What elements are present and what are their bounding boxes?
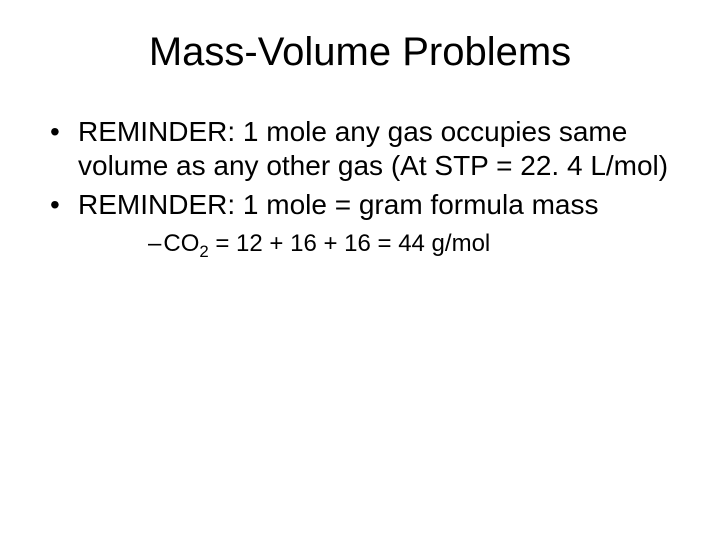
- dash-icon: –: [148, 230, 161, 259]
- bullet-item: REMINDER: 1 mole any gas occupies same v…: [50, 115, 680, 182]
- formula-subscript: 2: [199, 242, 208, 261]
- slide-title: Mass-Volume Problems: [40, 30, 680, 75]
- formula-suffix: = 12 + 16 + 16 = 44 g/mol: [209, 230, 491, 257]
- slide: Mass-Volume Problems REMINDER: 1 mole an…: [0, 0, 720, 540]
- formula-prefix: CO: [163, 230, 199, 257]
- bullet-text: REMINDER: 1 mole = gram formula mass: [78, 189, 598, 220]
- bullet-list: REMINDER: 1 mole any gas occupies same v…: [40, 115, 680, 262]
- bullet-item: REMINDER: 1 mole = gram formula mass –CO…: [50, 188, 680, 262]
- sub-bullet: –CO2 = 12 + 16 + 16 = 44 g/mol: [148, 230, 680, 262]
